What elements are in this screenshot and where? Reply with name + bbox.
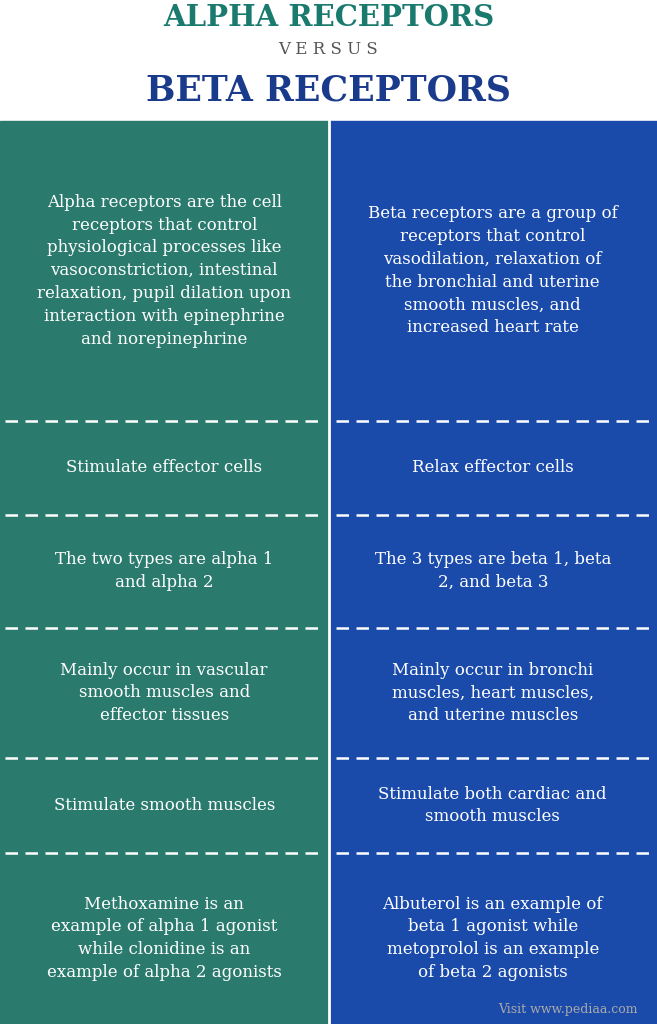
Bar	[328, 121, 657, 421]
Bar	[0, 628, 328, 759]
Bar	[0, 759, 328, 853]
Text: Stimulate smooth muscles: Stimulate smooth muscles	[54, 797, 275, 814]
Bar	[0, 421, 328, 515]
Text: Visit www.pediaa.com: Visit www.pediaa.com	[498, 1002, 637, 1016]
Text: Mainly occur in bronchi
muscles, heart muscles,
and uterine muscles: Mainly occur in bronchi muscles, heart m…	[392, 662, 594, 724]
Text: Alpha receptors are the cell
receptors that control
physiological processes like: Alpha receptors are the cell receptors t…	[37, 194, 291, 348]
Bar	[0, 853, 328, 1024]
Text: Albuterol is an example of
beta 1 agonist while
metoprolol is an example
of beta: Albuterol is an example of beta 1 agonis…	[382, 896, 603, 981]
Text: V E R S U S: V E R S U S	[279, 41, 378, 58]
Text: Mainly occur in vascular
smooth muscles and
effector tissues: Mainly occur in vascular smooth muscles …	[60, 662, 268, 724]
Text: Relax effector cells: Relax effector cells	[412, 460, 574, 476]
Text: BETA RECEPTORS: BETA RECEPTORS	[146, 74, 511, 108]
Bar	[328, 759, 657, 853]
Text: ALPHA RECEPTORS: ALPHA RECEPTORS	[163, 3, 494, 32]
Bar	[328, 853, 657, 1024]
Text: Beta receptors are a group of
receptors that control
vasodilation, relaxation of: Beta receptors are a group of receptors …	[368, 205, 618, 337]
Bar	[328, 515, 657, 628]
Text: The 3 types are beta 1, beta
2, and beta 3: The 3 types are beta 1, beta 2, and beta…	[374, 551, 611, 591]
Bar	[328, 421, 657, 515]
Text: The two types are alpha 1
and alpha 2: The two types are alpha 1 and alpha 2	[55, 551, 273, 591]
Text: Methoxamine is an
example of alpha 1 agonist
while clonidine is an
example of al: Methoxamine is an example of alpha 1 ago…	[47, 896, 282, 981]
Text: Stimulate effector cells: Stimulate effector cells	[66, 460, 262, 476]
Bar	[0, 515, 328, 628]
Bar	[0, 0, 657, 121]
Text: Stimulate both cardiac and
smooth muscles: Stimulate both cardiac and smooth muscle…	[378, 785, 607, 825]
Bar	[0, 121, 328, 421]
Bar	[328, 628, 657, 759]
